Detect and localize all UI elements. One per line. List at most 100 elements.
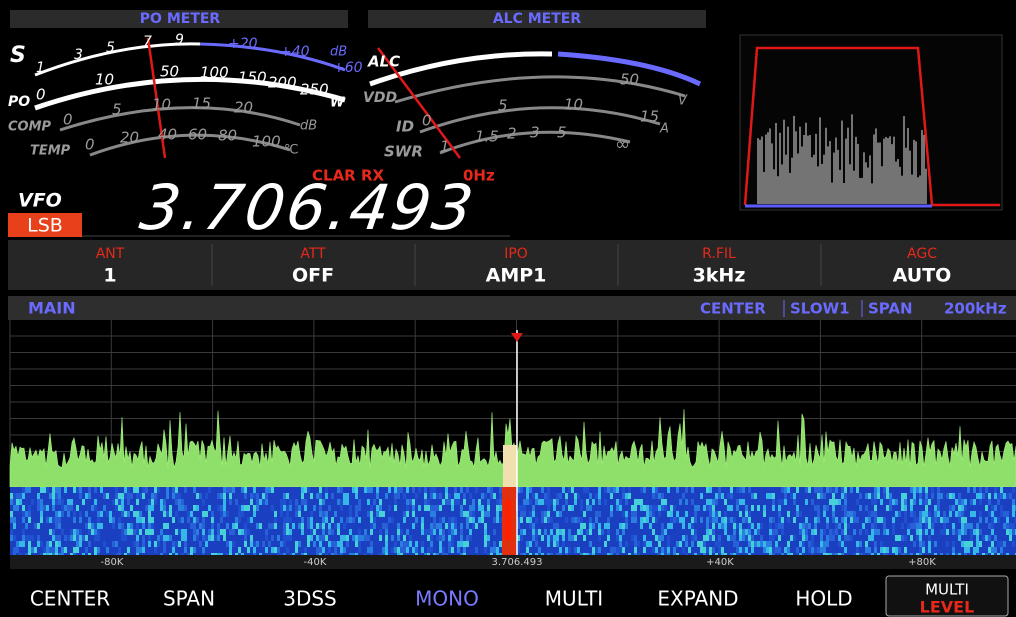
soft-key[interactable]: HOLD [795,587,852,611]
waterfall-cell [661,505,664,511]
waterfall-cell [202,517,205,523]
waterfall-cell [364,529,367,535]
waterfall-cell [538,529,541,535]
waterfall-cell [529,523,532,529]
function-value[interactable]: AMP1 [486,265,547,287]
waterfall-cell [610,493,613,499]
soft-key[interactable]: EXPAND [657,587,738,611]
waterfall-cell [493,493,496,499]
waterfall-cell [271,535,274,541]
waterfall-cell [562,529,565,535]
waterfall-cell [931,487,934,493]
function-value[interactable]: OFF [292,265,334,287]
waterfall-cell [892,517,895,523]
waterfall-cell [832,517,835,523]
waterfall-cell [55,487,58,493]
waterfall-cell [946,517,949,523]
function-value[interactable]: 1 [103,265,116,287]
axis-label: 3.706.493 [492,557,543,568]
scale-tick: 1.5 [475,128,499,146]
waterfall-cell [664,505,667,511]
scale-tick: 1 [440,138,450,156]
waterfall-cell [706,529,709,535]
waterfall-cell [397,487,400,493]
waterfall-cell [994,493,997,499]
function-value[interactable]: AUTO [893,265,952,287]
waterfall-cell [922,499,925,505]
waterfall-cell [388,487,391,493]
waterfall-cell [937,505,940,511]
waterfall-cell [121,505,124,511]
soft-key[interactable]: CENTER [30,587,110,611]
waterfall-cell [163,541,166,547]
waterfall-cell [925,499,928,505]
waterfall-cell [925,511,928,517]
waterfall-cell [142,493,145,499]
waterfall-cell [784,499,787,505]
waterfall-cell [910,511,913,517]
waterfall-cell [484,493,487,499]
waterfall-cell [679,499,682,505]
waterfall-cell [358,499,361,505]
waterfall-cell [985,517,988,523]
function-value[interactable]: 3kHz [693,265,746,287]
waterfall-cell [709,505,712,511]
waterfall-cell [223,511,226,517]
scale-tick: 0 [36,86,46,104]
waterfall-cell [115,499,118,505]
waterfall-cell [310,523,313,529]
waterfall-cell [1003,541,1006,547]
scale-name: PO [8,94,30,110]
waterfall-cell [532,535,535,541]
waterfall-cell [601,529,604,535]
waterfall-cell [427,529,430,535]
waterfall-cell [364,535,367,541]
waterfall-cell [430,535,433,541]
waterfall-cell [337,541,340,547]
waterfall-cell [49,529,52,535]
waterfall-cell [367,511,370,517]
waterfall-cell [340,547,343,553]
waterfall-cell [811,547,814,553]
waterfall-cell [52,517,55,523]
waterfall-cell [964,517,967,523]
waterfall-cell [289,499,292,505]
soft-key[interactable]: 3DSS [283,587,337,611]
id-arc [419,106,661,134]
waterfall-cell [436,505,439,511]
waterfall-cell [307,541,310,547]
waterfall-cell [646,505,649,511]
multi-key-box[interactable] [885,575,1009,617]
waterfall-cell [634,535,637,541]
waterfall-cell [919,529,922,535]
scale-tick: 5 [112,101,122,119]
waterfall-cell [211,511,214,517]
soft-key[interactable]: MULTI [545,587,603,611]
waterfall-cell [775,523,778,529]
waterfall-cell [355,505,358,511]
waterfall-cell [634,517,637,523]
waterfall-cell [16,547,19,553]
waterfall-cell [379,529,382,535]
waterfall-cell [367,535,370,541]
waterfall-cell [259,523,262,529]
waterfall-cell [970,499,973,505]
waterfall-cell [691,517,694,523]
waterfall-cell [187,517,190,523]
waterfall-cell [199,541,202,547]
waterfall-cell [649,505,652,511]
waterfall-cell [535,517,538,523]
soft-key[interactable]: SPAN [163,587,215,611]
waterfall-cell [544,517,547,523]
waterfall-cell [874,511,877,517]
waterfall-cell [79,511,82,517]
waterfall-cell [325,493,328,499]
waterfall-cell [202,547,205,553]
waterfall-cell [463,499,466,505]
waterfall-cell [718,523,721,529]
waterfall-cell [181,499,184,505]
waterfall-cell [835,487,838,493]
soft-key[interactable]: MONO [415,587,479,611]
waterfall-cell [604,487,607,493]
waterfall-cell [454,529,457,535]
